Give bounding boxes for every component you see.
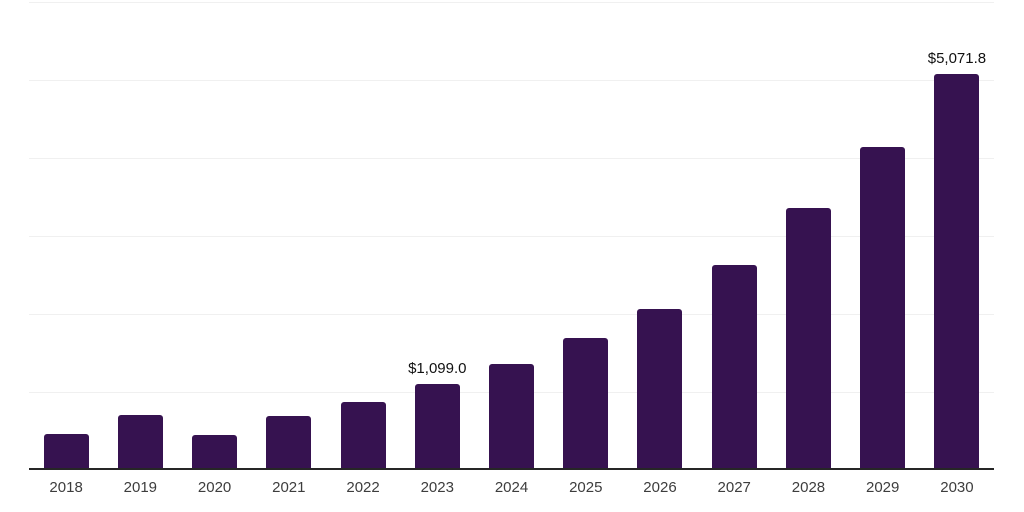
x-tick-label: 2026 [643, 479, 677, 496]
bar [860, 147, 906, 470]
bar-slot [29, 2, 103, 470]
bar-slot [474, 2, 548, 470]
bar [711, 264, 757, 470]
bar-slot [252, 2, 326, 470]
bar [637, 309, 683, 470]
x-axis-line [29, 468, 994, 470]
bar-slot [846, 2, 920, 470]
gridline [29, 313, 994, 315]
bar [340, 402, 386, 470]
bar-slot: $5,071.8 [920, 2, 994, 470]
bar [414, 384, 460, 470]
bar-value-label: $1,099.0 [408, 360, 467, 378]
x-tick-label: 2023 [420, 479, 454, 496]
x-tick-label: 2028 [791, 479, 826, 496]
bar [117, 415, 163, 470]
x-axis-labels: 2018 2019 2020 2021 2022 2023 2024 2025 2026 2027… [29, 478, 994, 498]
gridline [29, 2, 994, 3]
bar-slot [623, 2, 697, 470]
bar-slot [326, 2, 400, 470]
bar [934, 74, 980, 470]
bar-slot [177, 2, 251, 470]
x-tick-label: 2029 [866, 479, 900, 496]
bar [43, 434, 89, 470]
bar-slot [697, 2, 771, 470]
x-tick-label: 2020 [197, 479, 232, 496]
x-tick-label: 2021 [272, 479, 306, 496]
bar-slot [103, 2, 177, 470]
bar-value-label: $5,071.8 [927, 50, 987, 68]
bar-slot [549, 2, 623, 470]
x-tick-label: 2025 [569, 479, 603, 496]
bar-slot: $1,099.0 [400, 2, 474, 470]
x-tick-label: 2019 [123, 479, 158, 496]
bar [785, 207, 831, 470]
bar [266, 416, 312, 470]
x-tick-label: 2022 [346, 479, 380, 496]
x-tick-label: 2027 [717, 479, 751, 496]
bar-slot [771, 2, 845, 470]
x-tick-label: 2030 [940, 479, 974, 496]
x-tick-label: 2018 [49, 479, 83, 496]
gridline [29, 236, 994, 237]
bar [563, 338, 609, 470]
plot-area: $1,099.0 $5,071.8 [29, 2, 994, 470]
gridline [29, 157, 994, 159]
bar [489, 363, 535, 470]
gridline [29, 79, 994, 81]
x-tick-label: 2024 [494, 479, 529, 496]
bar [192, 434, 238, 470]
bars-container: $1,099.0 $5,071.8 [29, 2, 994, 470]
